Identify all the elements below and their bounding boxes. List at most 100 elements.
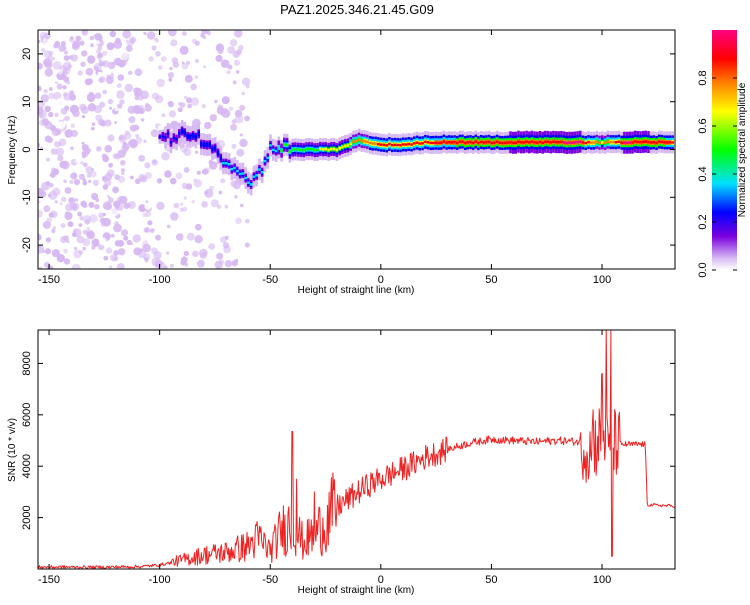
x-tick-label: 50 <box>485 274 497 286</box>
spectrogram-blob <box>38 144 41 148</box>
spectrogram-blob <box>195 59 199 63</box>
spectrogram-blob <box>82 246 86 251</box>
spectrogram-ridge-cell <box>562 141 566 144</box>
snr-frame <box>37 329 676 570</box>
spectrogram-blob <box>110 233 115 238</box>
snr-x-ticks: -150 -100 -50 0 50 100 <box>38 330 611 586</box>
spectrogram-blob <box>79 215 84 221</box>
spectrogram-blob <box>227 46 236 54</box>
spectrogram-blob <box>151 257 161 267</box>
spectrogram-blob <box>121 168 125 173</box>
spectrogram-ridge-cell <box>244 176 247 180</box>
spectrogram-ridge-cell <box>366 140 369 144</box>
spectrogram-blob <box>169 263 174 268</box>
spectrogram-blob <box>76 235 85 244</box>
spectrogram-blob <box>135 134 140 138</box>
spectrogram-blob <box>143 227 149 233</box>
spectrogram-blob <box>63 67 71 75</box>
spectrogram-blob <box>57 155 64 162</box>
spectrogram-ridge-cell <box>498 141 502 144</box>
spectrogram-ridge-cell <box>385 144 388 147</box>
spectrogram-blob <box>48 111 54 118</box>
spectrogram-blob <box>42 220 51 229</box>
spectrogram-blob <box>161 151 170 161</box>
spectrogram-ridge-cell <box>164 136 167 139</box>
spectrogram-blob <box>50 167 57 174</box>
spectrogram-blob <box>116 263 125 269</box>
spectrogram-blob <box>91 122 96 126</box>
spectrogram-blob <box>38 234 42 241</box>
spectrogram-blob <box>44 248 52 255</box>
spectrogram-ridge-cell <box>522 141 526 144</box>
spectrogram-blob <box>102 212 106 216</box>
spectrogram-ridge-cell <box>576 140 579 144</box>
spectrogram-blob <box>58 138 67 147</box>
spectrogram-blob <box>197 259 205 268</box>
spectrogram-ridge-cell <box>432 141 435 145</box>
spectrogram-blob <box>86 78 94 85</box>
spectrogram-blob <box>73 246 78 251</box>
spectrogram-blob <box>96 40 100 45</box>
spectrogram-blob <box>60 44 67 51</box>
spectrogram-blob <box>96 146 102 152</box>
spectrogram-blob <box>176 207 181 213</box>
spectrogram-ridge-cell <box>277 146 281 149</box>
spectrogram-blob <box>232 80 237 85</box>
spectrogram-ridge-cell <box>413 142 416 145</box>
spectrogram-ridge-cell <box>313 148 317 152</box>
spectrogram-ridge-cell <box>506 141 510 144</box>
spectrogram-blob <box>110 254 118 262</box>
spectrogram-blob <box>202 43 210 50</box>
spectrogram-ridge-cell <box>503 141 507 145</box>
spectrogram-blob <box>80 106 89 115</box>
spectrogram-blob <box>155 234 161 241</box>
y-tick-label: 6000 <box>21 403 33 427</box>
spectrogram-blob <box>102 89 107 95</box>
spectrogram-blob <box>125 45 133 52</box>
spectrogram-blob <box>210 199 219 208</box>
spectrogram-blob <box>83 151 87 155</box>
spectrogram-ridge-cell <box>255 174 258 177</box>
spectrogram-ridge-cell <box>442 140 446 143</box>
spectrogram-blob <box>64 211 73 221</box>
spectrogram-ridge-cell <box>424 140 427 144</box>
spectrogram-blob <box>160 56 167 62</box>
spectrogram-blob <box>90 262 96 268</box>
spectrogram-blob <box>167 72 174 79</box>
x-tick-label: 0 <box>378 574 384 586</box>
spectrogram-ridge-cell <box>191 134 195 137</box>
spectrogram-ridge-cell <box>374 142 377 145</box>
spectrogram-blob <box>156 178 163 184</box>
spectrogram-ridge-cell <box>450 141 454 144</box>
spectrogram-ridge-cell <box>382 143 386 147</box>
spectrogram-blob <box>145 211 152 218</box>
spectrogram-blob <box>73 229 77 233</box>
spectrogram-blob <box>169 66 173 71</box>
spectrogram-ridge-cell <box>644 140 648 143</box>
spectrogram-ridge-cell <box>614 141 618 144</box>
spectrogram-blob <box>128 70 133 76</box>
spectrogram-blob <box>90 126 95 131</box>
spectrogram-blob <box>114 121 118 124</box>
spectrogram-ridge-cell <box>598 141 601 144</box>
x-tick-label: 0 <box>378 274 384 286</box>
spectrogram-blob <box>187 103 193 109</box>
spectrogram-blob <box>199 248 208 258</box>
spectrogram-blob <box>122 30 131 39</box>
spectrogram-ridge-cell <box>222 161 225 165</box>
spectrogram-blob <box>235 217 242 225</box>
spectrogram-blob <box>182 206 188 212</box>
spectrogram-ridge-cell <box>655 141 658 145</box>
spectrogram-blob <box>164 170 172 178</box>
spectrogram-blob <box>161 113 166 118</box>
spectrogram-blob <box>194 75 199 79</box>
spectrogram-blob <box>128 116 136 124</box>
spectrogram-ridge-cell <box>601 141 604 144</box>
spectrogram-blob <box>117 103 123 109</box>
spectrogram-blob <box>162 265 168 269</box>
spectrogram-blob <box>135 195 140 201</box>
spectrogram-blob <box>64 115 71 122</box>
spectrogram-ridge-cell <box>666 141 669 144</box>
spectrogram-blob <box>231 143 237 149</box>
spectrogram-blob <box>221 61 227 67</box>
